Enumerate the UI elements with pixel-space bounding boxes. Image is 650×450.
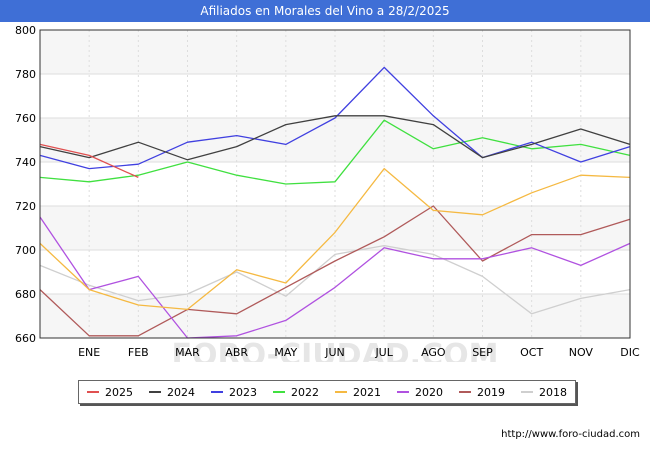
x-tick-label: SEP: [472, 346, 493, 359]
series-line-2023: [39, 66, 631, 170]
legend-swatch: [397, 391, 409, 393]
y-tick-label: 760: [15, 112, 36, 125]
series-line-2025: [39, 143, 139, 178]
chart-title: Afiliados en Morales del Vino a 28/2/202…: [0, 0, 650, 22]
legend-label: 2021: [353, 385, 381, 399]
x-tick-label: JUL: [374, 346, 393, 359]
y-tick-label: 740: [15, 156, 36, 169]
legend-swatch: [87, 391, 99, 393]
x-tick-label: NOV: [569, 346, 594, 359]
plot-border: [39, 29, 631, 339]
x-tick-label: ABR: [225, 346, 248, 359]
series-line-2020: [39, 216, 631, 339]
legend-label: 2025: [105, 385, 133, 399]
legend-label: 2022: [291, 385, 319, 399]
x-tick-label: ENE: [78, 346, 100, 359]
legend-item-2023: 2023: [211, 386, 257, 399]
line-chart: FORO-CIUDAD.COM 660 680 700 720 740 760 780 800…: [15, 24, 640, 362]
plot-band: [40, 162, 630, 206]
series-line-2019: [39, 205, 631, 337]
x-tick-label: DIC: [620, 346, 640, 359]
series-line-2022: [39, 119, 631, 185]
legend-item-2019: 2019: [459, 386, 505, 399]
legend-label: 2024: [167, 385, 195, 399]
legend-swatch: [273, 391, 285, 393]
legend: 2025 2024 2023 2022 2021 2020 2019 2018: [78, 380, 576, 404]
legend-item-2025: 2025: [87, 386, 133, 399]
series-lines: [39, 66, 631, 339]
legend-item-2024: 2024: [149, 386, 195, 399]
x-tick-label: AGO: [421, 346, 446, 359]
y-tick-label: 680: [15, 288, 36, 301]
series-line-2018: [39, 244, 631, 315]
x-axis-ticks: ENE FEB MAR ABR MAY JUN JUL AGO SEP OCT NOV DIC: [78, 346, 640, 359]
x-tick-label: MAR: [175, 346, 200, 359]
legend-label: 2018: [539, 385, 567, 399]
legend-swatch: [459, 391, 471, 393]
y-tick-label: 780: [15, 68, 36, 81]
y-axis-ticks: 660 680 700 720 740 760 780 800: [15, 24, 36, 345]
x-tick-label: FEB: [128, 346, 149, 359]
series-line-2024: [39, 115, 631, 161]
legend-swatch: [149, 391, 161, 393]
y-tick-label: 720: [15, 200, 36, 213]
y-tick-label: 800: [15, 24, 36, 37]
plot-band: [40, 206, 630, 250]
legend-item-2020: 2020: [397, 386, 443, 399]
x-tick-label: OCT: [520, 346, 543, 359]
legend-item-2022: 2022: [273, 386, 319, 399]
legend-label: 2020: [415, 385, 443, 399]
legend-label: 2019: [477, 385, 505, 399]
source-url[interactable]: http://www.foro-ciudad.com: [501, 429, 640, 440]
legend-swatch: [521, 391, 533, 393]
watermark: FORO-CIUDAD.COM: [172, 338, 499, 362]
legend-swatch: [211, 391, 223, 393]
legend-label: 2023: [229, 385, 257, 399]
x-tick-label: MAY: [274, 346, 297, 359]
series-line-2021: [39, 167, 631, 311]
legend-item-2021: 2021: [335, 386, 381, 399]
legend-swatch: [335, 391, 347, 393]
x-tick-label: JUN: [324, 346, 345, 359]
y-tick-label: 700: [15, 244, 36, 257]
y-tick-label: 660: [15, 332, 36, 345]
legend-item-2018: 2018: [521, 386, 567, 399]
